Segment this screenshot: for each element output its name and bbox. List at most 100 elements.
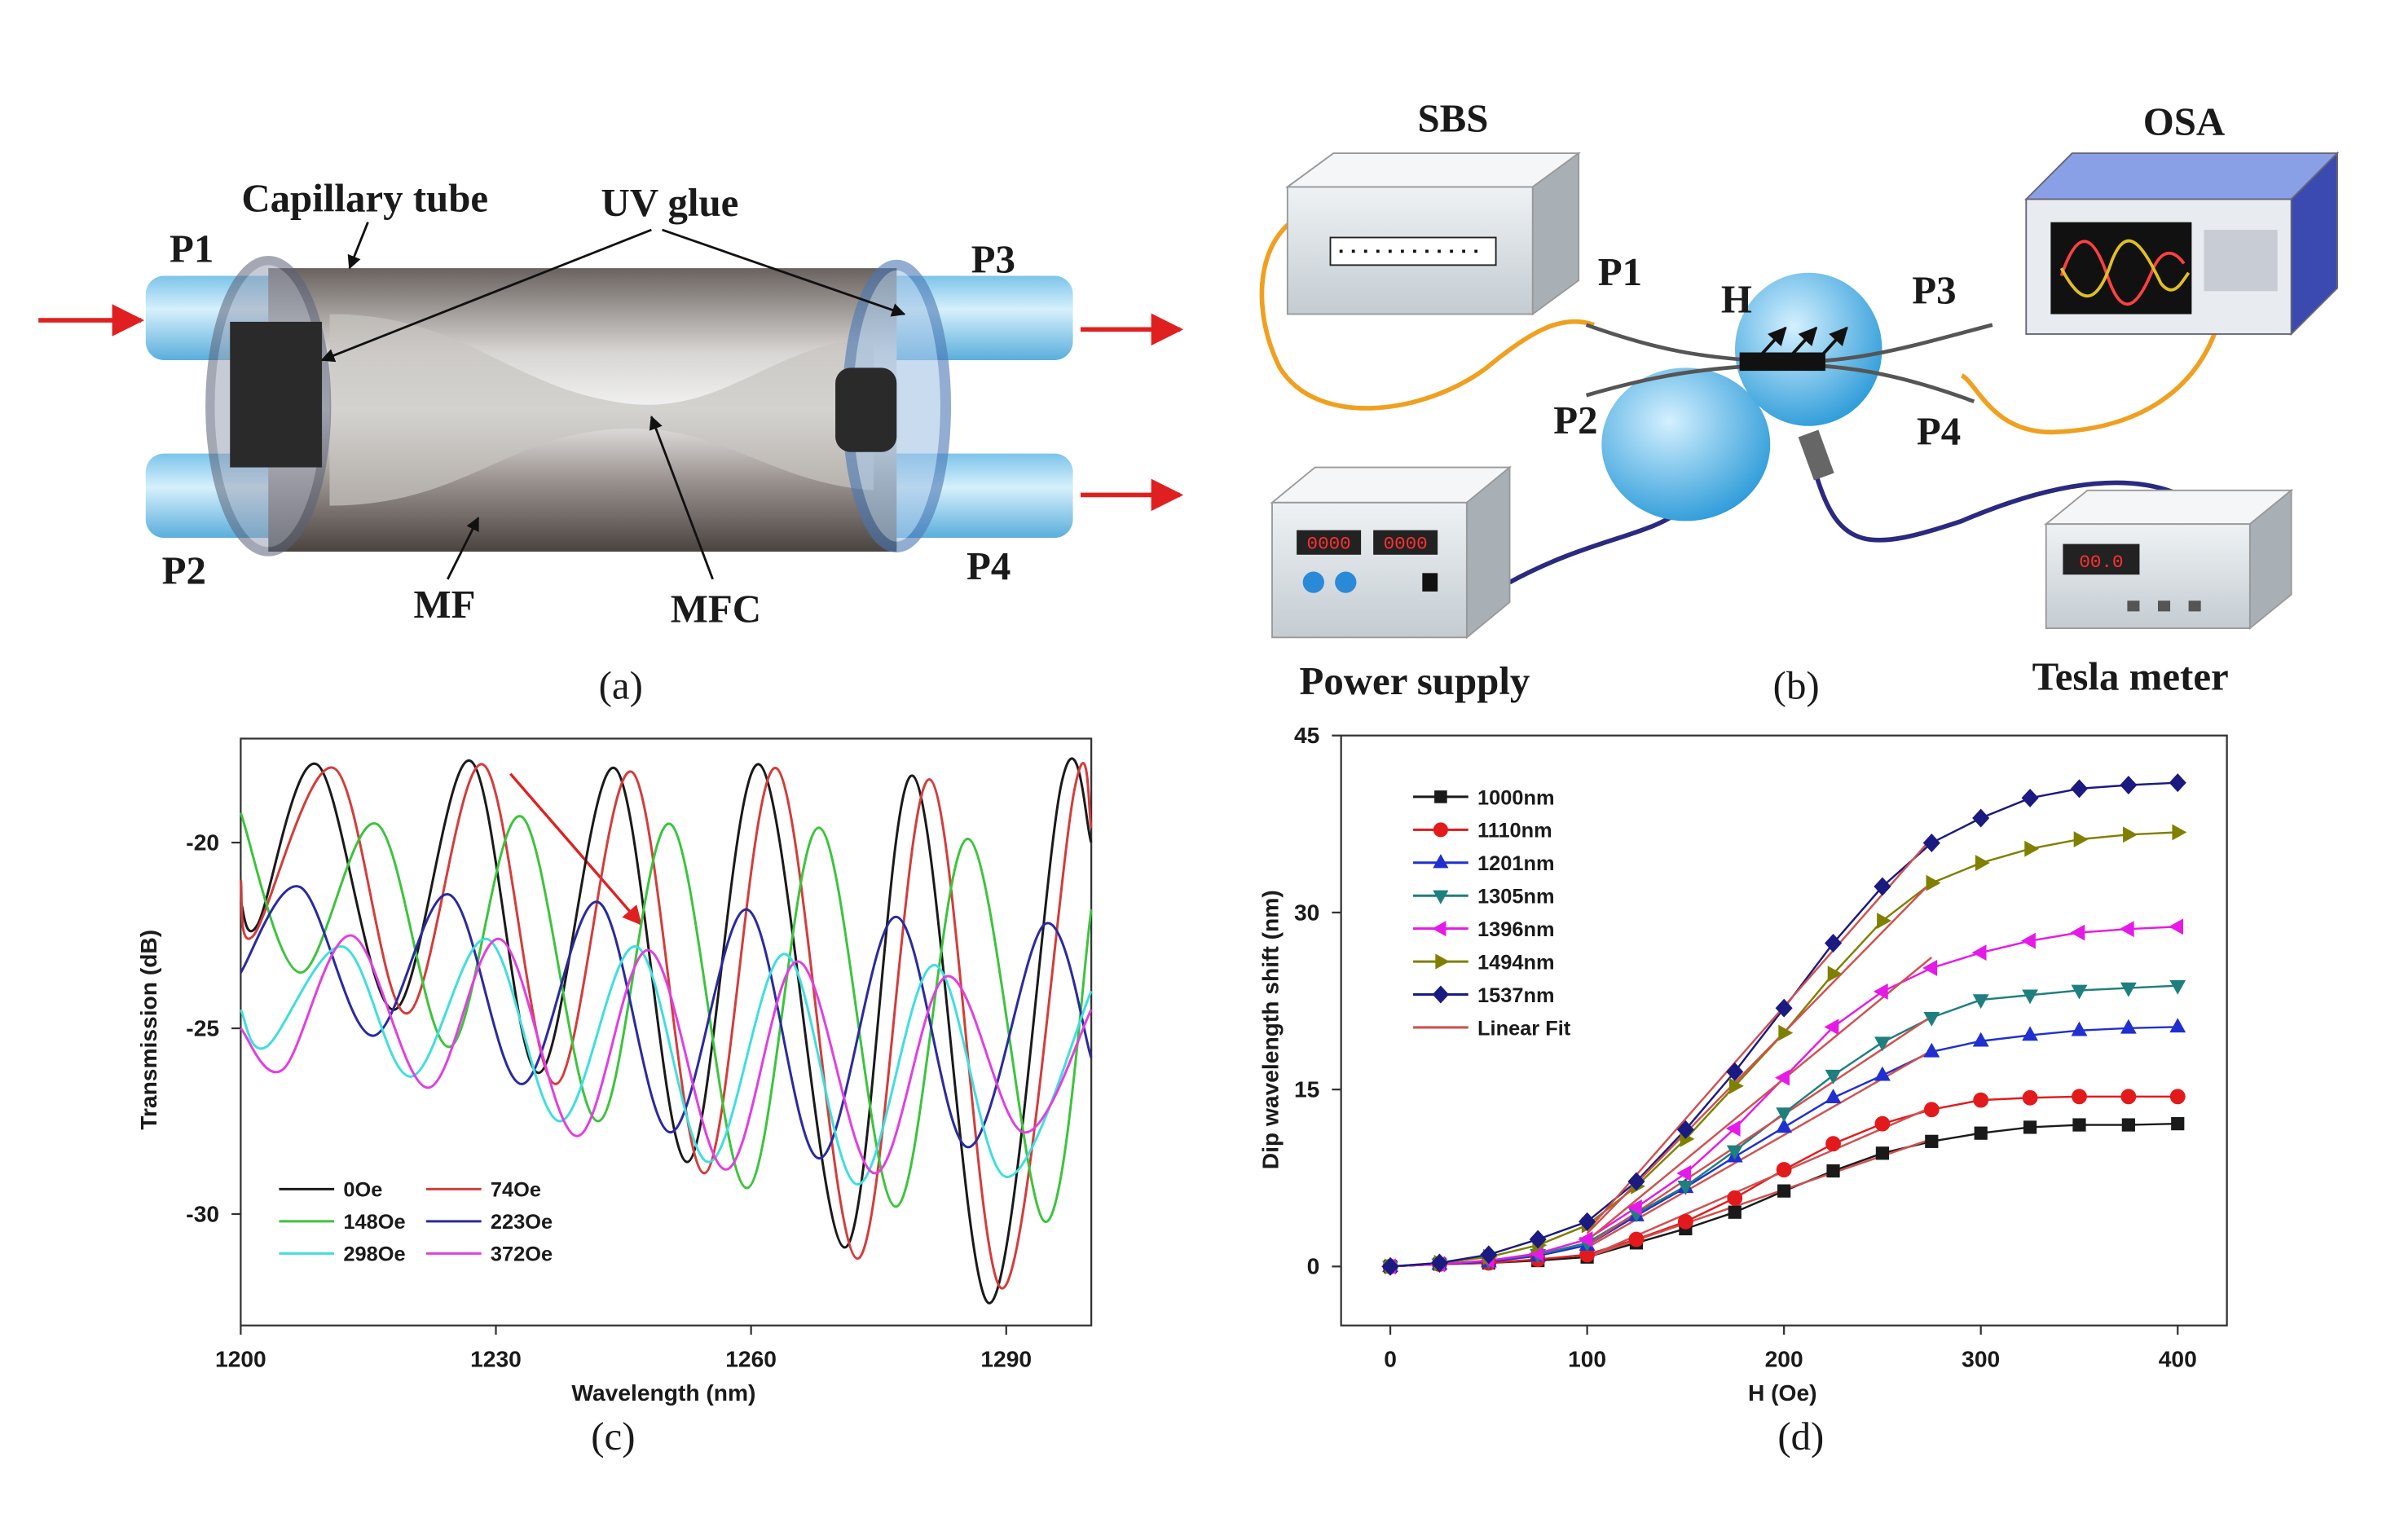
power-box (1271, 501, 1468, 639)
x-axis-label: H (Oe) (1748, 1379, 1817, 1406)
legend-marker (1432, 985, 1450, 1004)
marker (2120, 1089, 2137, 1105)
legend-marker (1433, 854, 1449, 869)
marker (1974, 1126, 1988, 1140)
marker (1776, 1118, 1793, 1133)
x-tick-label: 0 (1384, 1345, 1397, 1371)
marker (2070, 779, 2089, 799)
legend-label: 1305nm (1477, 886, 1555, 909)
marker (1726, 1145, 1743, 1160)
marker (1677, 1213, 1693, 1230)
legend-label: 1537nm (1477, 984, 1555, 1007)
x-tick-label: 300 (1962, 1345, 2000, 1371)
caption: (b) (1773, 663, 1820, 708)
marker (1972, 994, 1989, 1010)
marker (1778, 1024, 1794, 1041)
fit-line (1587, 1106, 1932, 1258)
marker (1922, 833, 1940, 852)
marker (1627, 1172, 1645, 1191)
probe (1798, 429, 1834, 481)
label: MF (414, 582, 476, 627)
label: P3 (971, 237, 1015, 282)
label: SBS (1417, 96, 1488, 141)
marker (2024, 840, 2040, 857)
legend-marker (1432, 921, 1446, 937)
trace (2059, 239, 2191, 298)
marker (2070, 924, 2085, 941)
marker (1627, 1199, 1642, 1216)
marker (2072, 1089, 2087, 1105)
marker (1430, 1253, 1448, 1273)
marker (1826, 1164, 1840, 1178)
marker (2169, 1018, 2186, 1033)
x-tick-label: 200 (1765, 1345, 1803, 1371)
label: OSA (2143, 99, 2226, 143)
annotation-arrow (509, 772, 642, 926)
marker (2120, 1019, 2137, 1034)
x-tick-label: 1290 (980, 1345, 1032, 1371)
fit-line (1586, 881, 1933, 1234)
pointer (347, 222, 369, 270)
marker (1676, 1120, 1694, 1139)
marker (2021, 932, 2036, 949)
marker (1975, 855, 1990, 872)
legend-marker (1434, 790, 1447, 803)
caption: (c) (591, 1414, 635, 1459)
marker (1776, 1162, 1792, 1177)
marker (1875, 1146, 1890, 1160)
marker (1578, 1231, 1593, 1247)
marker (1579, 1212, 1596, 1231)
marker (1775, 1069, 1790, 1086)
pointer (447, 517, 480, 580)
taper (329, 314, 874, 506)
box-top (2024, 152, 2340, 200)
marker (2123, 826, 2138, 843)
marker (2071, 1021, 2088, 1036)
y-tick-label: 30 (1294, 899, 1319, 925)
field-arrow (1815, 326, 1848, 363)
x-axis-label: Wavelength (nm) (571, 1379, 755, 1406)
marker (1874, 1036, 1891, 1052)
marker (1825, 934, 1843, 953)
label: P4 (967, 543, 1011, 588)
tesla-box (2045, 523, 2251, 629)
y-tick-label: 15 (1294, 1076, 1319, 1102)
y-tick-label: 0 (1307, 1253, 1320, 1279)
marker (1676, 1164, 1692, 1181)
fit-line (1586, 1049, 1932, 1249)
trace (2059, 240, 2186, 306)
label: MFC (671, 587, 761, 631)
button (2127, 601, 2140, 612)
legend-label: 298Oe (343, 1243, 405, 1266)
marker (2169, 918, 2184, 935)
marker (1776, 1107, 1793, 1123)
chart: 1200 1230 1260 1290 -20 -25 -30 Wavelength (nm)… (135, 737, 1093, 1459)
x-tick-label: 100 (1568, 1345, 1606, 1371)
display-text: 00.0 (2079, 552, 2123, 573)
legend-label: 223Oe (491, 1211, 553, 1234)
pointer (649, 415, 714, 580)
y-tick-label: -25 (186, 1014, 219, 1041)
legend-label: 1396nm (1477, 918, 1555, 941)
marker (1874, 1115, 1891, 1132)
marker (1728, 1077, 1744, 1094)
marker (2023, 1120, 2037, 1134)
series-line (240, 885, 1093, 1160)
cable (1259, 209, 1595, 411)
marker (1973, 1092, 1989, 1108)
label: P2 (1553, 398, 1597, 442)
y-tick-label: 45 (1294, 722, 1319, 748)
legend-label: 0Oe (343, 1179, 382, 1202)
knob (1302, 571, 1324, 593)
series-line (240, 934, 1093, 1175)
legend-label: 74Oe (491, 1179, 541, 1202)
display (1297, 530, 1362, 555)
y-tick-label: -20 (186, 829, 219, 855)
label: P1 (170, 227, 214, 271)
fiber-end (835, 367, 897, 452)
legend-label: 372Oe (491, 1243, 553, 1266)
knob (1335, 571, 1357, 593)
marker (1923, 1102, 1940, 1118)
legend-label: 1110nm (1477, 820, 1552, 843)
marker (1775, 998, 1793, 1018)
